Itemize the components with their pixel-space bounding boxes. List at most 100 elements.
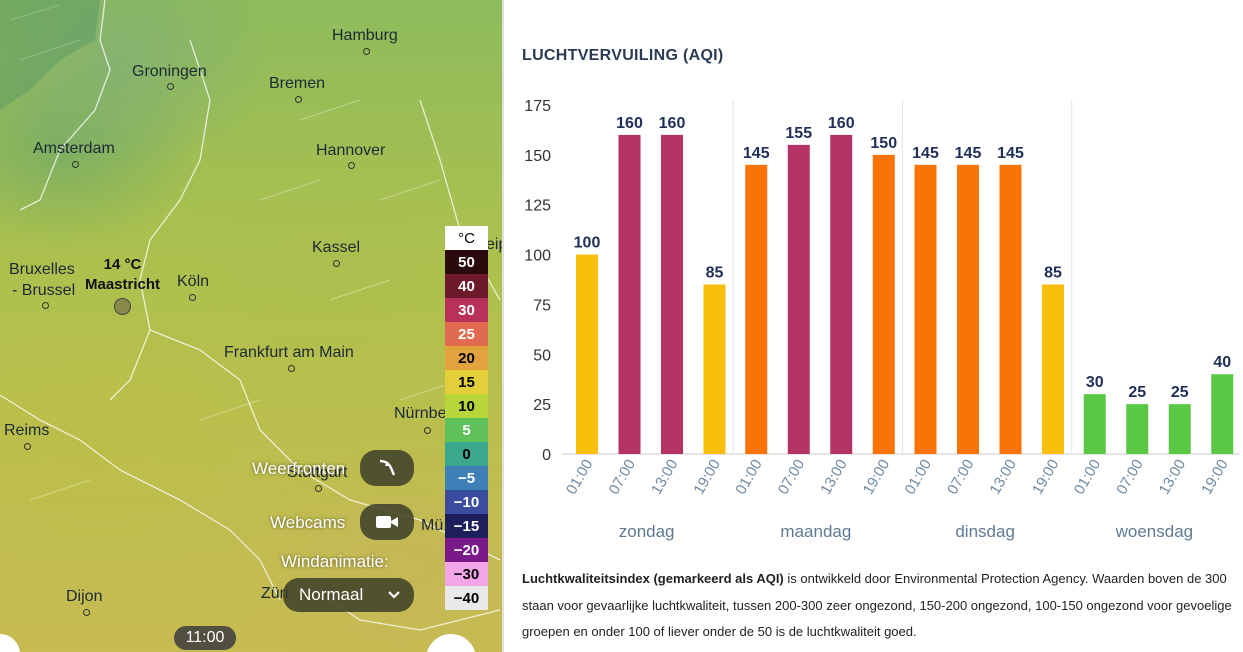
y-tick-label: 75 — [533, 297, 551, 314]
city-label-bruxelles[interactable]: Bruxelles — [9, 261, 75, 278]
city-marker[interactable] — [24, 443, 31, 450]
city-marker[interactable] — [424, 427, 431, 434]
aqi-value-label: 40 — [1213, 354, 1231, 371]
legend-step: −15 — [445, 514, 488, 538]
legend-unit: °C — [445, 226, 488, 250]
city-label-frankfurt[interactable]: Frankfurt am Main — [224, 344, 354, 361]
aqi-bar — [787, 144, 810, 454]
city-marker[interactable] — [348, 162, 355, 169]
city-label-munchen[interactable]: Mü — [421, 517, 444, 534]
city-marker[interactable] — [333, 260, 340, 267]
city-label-zurich[interactable]: Züri — [261, 585, 289, 602]
aqi-chart: 0 25 50 75 100 125 150 175 zondag 100 01:00 160 07:0… — [524, 98, 1239, 541]
city-label-groningen[interactable]: Groningen — [132, 63, 207, 80]
day-label: maandag — [780, 522, 851, 541]
weather-fronts-toggle[interactable] — [360, 450, 414, 486]
city-marker[interactable] — [295, 96, 302, 103]
time-indicator[interactable]: 11:00 — [174, 626, 236, 650]
aqi-description-bold: Luchtkwaliteitsindex (gemarkeerd als AQI… — [522, 571, 784, 586]
play-button[interactable] — [426, 634, 476, 652]
day-label: woensdag — [1115, 522, 1194, 541]
aqi-value-label: 25 — [1128, 384, 1146, 401]
city-label-koln[interactable]: Köln — [177, 273, 210, 290]
city-label-amsterdam[interactable]: Amsterdam — [33, 140, 115, 157]
city-label-hannover[interactable]: Hannover — [316, 142, 386, 159]
selected-location-marker[interactable] — [114, 298, 131, 315]
y-tick-label: 50 — [533, 347, 551, 364]
time-tick-label: 07:00 — [1113, 457, 1146, 498]
city-label-leipzig[interactable]: eip — [486, 236, 503, 253]
panel-title: LUCHTVERVUILING (AQI) — [522, 47, 724, 64]
time-tick-label: 07:00 — [775, 457, 808, 498]
time-tick-label: 13:00 — [648, 457, 681, 498]
city-marker[interactable] — [42, 302, 49, 309]
legend-step: 15 — [445, 370, 488, 394]
aqi-description: Luchtkwaliteitsindex (gemarkeerd als AQI… — [522, 566, 1242, 646]
aqi-bar — [1083, 394, 1106, 454]
aqi-bar — [703, 284, 726, 454]
aqi-bar — [618, 134, 641, 454]
city-label-brussel[interactable]: - Brussel — [12, 282, 76, 299]
city-marker[interactable] — [83, 609, 90, 616]
legend-step: 0 — [445, 442, 488, 466]
legend-step: 50 — [445, 250, 488, 274]
selected-location-label[interactable]: 14 °C Maastricht — [80, 255, 165, 295]
aqi-value-label: 145 — [912, 145, 939, 162]
webcams-toggle[interactable] — [360, 504, 414, 540]
city-label-kassel[interactable]: Kassel — [312, 239, 361, 256]
city-label-hamburg[interactable]: Hamburg — [332, 27, 398, 44]
city-marker[interactable] — [315, 485, 322, 492]
aqi-bar — [872, 154, 895, 454]
aqi-description-text: is ontwikkeld door Environmental Protect… — [522, 571, 1232, 639]
aqi-value-label: 155 — [785, 125, 812, 142]
city-label-nurnberg[interactable]: Nürnbe — [394, 405, 447, 422]
city-marker[interactable] — [189, 294, 196, 301]
aqi-bar — [957, 164, 979, 454]
wind-animation-label: Windanimatie: — [281, 552, 389, 571]
legend-step: −5 — [445, 466, 488, 490]
aqi-value-label: 145 — [997, 145, 1024, 162]
aqi-value-label: 100 — [574, 235, 601, 252]
city-marker[interactable] — [72, 161, 79, 168]
city-marker[interactable] — [363, 48, 370, 55]
day-label: dinsdag — [955, 522, 1015, 541]
aqi-bar — [1168, 404, 1191, 454]
legend-step: 20 — [445, 346, 488, 370]
webcams-label[interactable]: Webcams — [270, 513, 346, 532]
time-tick-label: 13:00 — [1156, 457, 1189, 498]
aqi-bar — [914, 164, 937, 454]
aqi-value-label: 160 — [616, 115, 643, 132]
time-tick-label: 19:00 — [1029, 457, 1062, 498]
legend-step: −30 — [445, 562, 488, 586]
aqi-value-label: 85 — [706, 264, 724, 281]
weather-map[interactable]: Hamburg Groningen Bremen Amsterdam Hanno… — [0, 0, 503, 652]
aqi-value-label: 150 — [870, 135, 897, 152]
aqi-bar — [745, 164, 768, 454]
selected-location-temp: 14 °C — [103, 256, 142, 273]
city-marker[interactable] — [288, 365, 295, 372]
weather-front-icon — [379, 459, 396, 476]
legend-step: −40 — [445, 586, 488, 610]
aqi-value-label: 145 — [955, 145, 982, 162]
city-marker[interactable] — [167, 83, 174, 90]
time-tick-label: 19:00 — [690, 457, 723, 498]
time-tick-label: 01:00 — [901, 457, 934, 498]
y-tick-label: 100 — [524, 248, 551, 265]
aqi-bar — [661, 134, 683, 454]
city-label-bremen[interactable]: Bremen — [269, 75, 326, 92]
weather-fronts-label[interactable]: Weerfronten — [252, 459, 346, 478]
time-tick-label: 19:00 — [860, 457, 893, 498]
time-tick-label: 19:00 — [1198, 457, 1231, 498]
wind-animation-select[interactable]: Normaal — [283, 578, 414, 612]
aqi-bar — [1211, 374, 1234, 454]
legend-step: 10 — [445, 394, 488, 418]
city-label-dijon[interactable]: Dijon — [66, 588, 103, 605]
city-label-reims[interactable]: Reims — [4, 422, 50, 439]
aqi-bar — [999, 164, 1022, 454]
time-tick-label: 07:00 — [944, 457, 977, 498]
time-tick-label: 01:00 — [732, 457, 765, 498]
city-label-stuttgart[interactable]: Stuttgart — [287, 464, 348, 481]
aqi-bar — [1042, 284, 1064, 454]
y-tick-label: 125 — [524, 198, 551, 215]
time-tick-label: 13:00 — [986, 457, 1019, 498]
